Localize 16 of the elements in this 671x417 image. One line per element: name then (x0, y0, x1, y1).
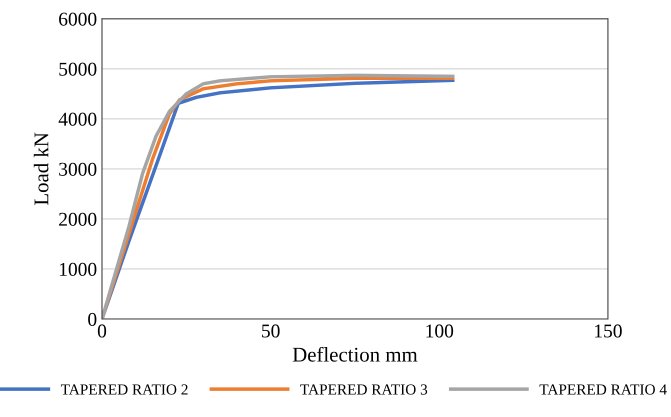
x-tick-label: 0 (98, 324, 106, 338)
y-tick-label: 6000 (59, 12, 96, 26)
y-tick-label: 4000 (58, 112, 96, 126)
y-tick-label: 1000 (60, 262, 96, 276)
y-axis-title: Load kN (34, 132, 48, 206)
legend-label: TAPERED RATIO 3 (300, 384, 428, 395)
legend-label: TAPERED RATIO 2 (60, 384, 188, 395)
legend-label: TAPERED RATIO 4 (540, 384, 667, 395)
y-tick-label: 2000 (59, 212, 96, 226)
y-tick-label: 0 (88, 312, 96, 326)
y-tick-label: 5000 (59, 62, 96, 76)
x-tick-label: 150 (595, 324, 622, 338)
x-axis-title: Deflection mm (292, 346, 418, 362)
y-tick-label: 3000 (59, 162, 96, 176)
x-tick-label: 50 (262, 324, 280, 338)
x-tick-label: 100 (426, 324, 454, 338)
